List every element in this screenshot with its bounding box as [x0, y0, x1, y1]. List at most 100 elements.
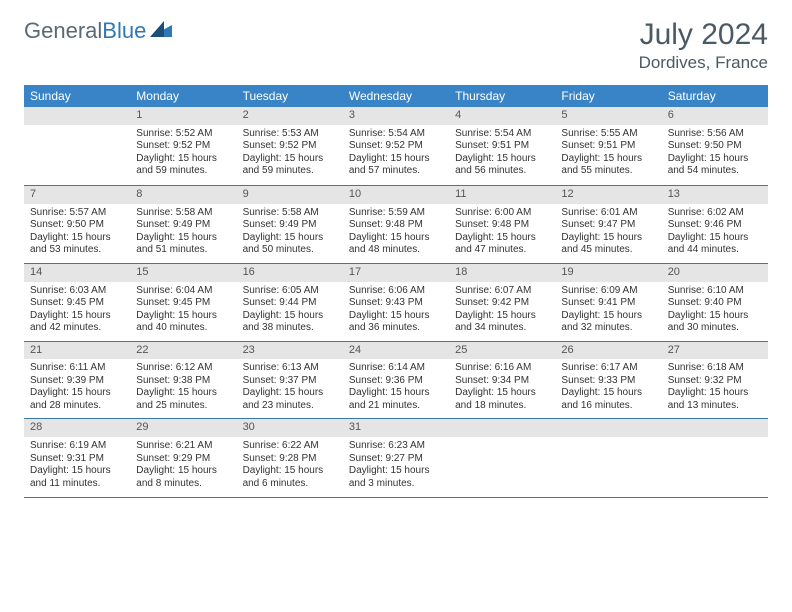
- day-number: 20: [662, 264, 768, 282]
- day-body: Sunrise: 6:00 AMSunset: 9:48 PMDaylight:…: [449, 204, 555, 263]
- sunset-line: Sunset: 9:33 PM: [561, 375, 655, 388]
- sunrise-line: Sunrise: 5:55 AM: [561, 128, 655, 141]
- daylight-line-1: Daylight: 15 hours: [30, 465, 124, 478]
- sunset-line: Sunset: 9:51 PM: [455, 140, 549, 153]
- sunrise-line: Sunrise: 6:21 AM: [136, 440, 230, 453]
- daylight-line-1: Daylight: 15 hours: [136, 310, 230, 323]
- day-body: Sunrise: 6:07 AMSunset: 9:42 PMDaylight:…: [449, 282, 555, 341]
- calendar-cell: [449, 419, 555, 498]
- daylight-line-1: Daylight: 15 hours: [668, 310, 762, 323]
- calendar-cell: 17Sunrise: 6:06 AMSunset: 9:43 PMDayligh…: [343, 263, 449, 341]
- sunset-line: Sunset: 9:52 PM: [349, 140, 443, 153]
- sunset-line: Sunset: 9:49 PM: [136, 219, 230, 232]
- calendar-cell: 1Sunrise: 5:52 AMSunset: 9:52 PMDaylight…: [130, 107, 236, 186]
- daylight-line-2: and 34 minutes.: [455, 322, 549, 335]
- empty-daybody: [662, 437, 768, 497]
- day-number: 24: [343, 342, 449, 360]
- day-number: 13: [662, 186, 768, 204]
- day-number: 17: [343, 264, 449, 282]
- logo-part2: Blue: [102, 18, 146, 43]
- calendar-cell: 15Sunrise: 6:04 AMSunset: 9:45 PMDayligh…: [130, 263, 236, 341]
- calendar-row: 28Sunrise: 6:19 AMSunset: 9:31 PMDayligh…: [24, 419, 768, 498]
- empty-daybody: [449, 437, 555, 497]
- daylight-line-2: and 50 minutes.: [243, 244, 337, 257]
- sunset-line: Sunset: 9:28 PM: [243, 453, 337, 466]
- daylight-line-2: and 3 minutes.: [349, 478, 443, 491]
- sunrise-line: Sunrise: 6:09 AM: [561, 285, 655, 298]
- sunrise-line: Sunrise: 6:05 AM: [243, 285, 337, 298]
- calendar-cell: 27Sunrise: 6:18 AMSunset: 9:32 PMDayligh…: [662, 341, 768, 419]
- daylight-line-2: and 40 minutes.: [136, 322, 230, 335]
- sunset-line: Sunset: 9:38 PM: [136, 375, 230, 388]
- day-body: Sunrise: 6:21 AMSunset: 9:29 PMDaylight:…: [130, 437, 236, 496]
- sunset-line: Sunset: 9:34 PM: [455, 375, 549, 388]
- calendar-row: 7Sunrise: 5:57 AMSunset: 9:50 PMDaylight…: [24, 186, 768, 264]
- day-body: Sunrise: 6:18 AMSunset: 9:32 PMDaylight:…: [662, 359, 768, 418]
- sunset-line: Sunset: 9:52 PM: [243, 140, 337, 153]
- sunset-line: Sunset: 9:39 PM: [30, 375, 124, 388]
- day-body: Sunrise: 6:10 AMSunset: 9:40 PMDaylight:…: [662, 282, 768, 341]
- sunset-line: Sunset: 9:45 PM: [136, 297, 230, 310]
- day-body: Sunrise: 6:05 AMSunset: 9:44 PMDaylight:…: [237, 282, 343, 341]
- logo-text: GeneralBlue: [24, 18, 146, 44]
- empty-daybody: [24, 125, 130, 185]
- logo-mark-icon: [150, 21, 172, 42]
- title-block: July 2024 Dordives, France: [639, 18, 768, 73]
- calendar-cell: 19Sunrise: 6:09 AMSunset: 9:41 PMDayligh…: [555, 263, 661, 341]
- daylight-line-2: and 53 minutes.: [30, 244, 124, 257]
- day-number: 12: [555, 186, 661, 204]
- sunset-line: Sunset: 9:31 PM: [30, 453, 124, 466]
- day-number: 23: [237, 342, 343, 360]
- daylight-line-1: Daylight: 15 hours: [349, 310, 443, 323]
- sunrise-line: Sunrise: 6:00 AM: [455, 207, 549, 220]
- calendar-row: 1Sunrise: 5:52 AMSunset: 9:52 PMDaylight…: [24, 107, 768, 186]
- day-number: 27: [662, 342, 768, 360]
- daylight-line-2: and 45 minutes.: [561, 244, 655, 257]
- sunset-line: Sunset: 9:45 PM: [30, 297, 124, 310]
- sunset-line: Sunset: 9:43 PM: [349, 297, 443, 310]
- day-number: 3: [343, 107, 449, 125]
- day-header: Sunday: [24, 85, 130, 107]
- daylight-line-2: and 25 minutes.: [136, 400, 230, 413]
- empty-daynum: [24, 107, 130, 125]
- sunrise-line: Sunrise: 5:56 AM: [668, 128, 762, 141]
- sunrise-line: Sunrise: 6:07 AM: [455, 285, 549, 298]
- daylight-line-2: and 18 minutes.: [455, 400, 549, 413]
- calendar-cell: 3Sunrise: 5:54 AMSunset: 9:52 PMDaylight…: [343, 107, 449, 186]
- sunset-line: Sunset: 9:50 PM: [30, 219, 124, 232]
- day-number: 18: [449, 264, 555, 282]
- daylight-line-2: and 47 minutes.: [455, 244, 549, 257]
- calendar-cell: 12Sunrise: 6:01 AMSunset: 9:47 PMDayligh…: [555, 186, 661, 264]
- day-number: 29: [130, 419, 236, 437]
- calendar-cell: 31Sunrise: 6:23 AMSunset: 9:27 PMDayligh…: [343, 419, 449, 498]
- sunrise-line: Sunrise: 6:23 AM: [349, 440, 443, 453]
- daylight-line-1: Daylight: 15 hours: [30, 310, 124, 323]
- daylight-line-1: Daylight: 15 hours: [243, 387, 337, 400]
- daylight-line-2: and 51 minutes.: [136, 244, 230, 257]
- sunset-line: Sunset: 9:51 PM: [561, 140, 655, 153]
- day-body: Sunrise: 5:53 AMSunset: 9:52 PMDaylight:…: [237, 125, 343, 184]
- sunrise-line: Sunrise: 6:03 AM: [30, 285, 124, 298]
- calendar-cell: 28Sunrise: 6:19 AMSunset: 9:31 PMDayligh…: [24, 419, 130, 498]
- day-number: 6: [662, 107, 768, 125]
- calendar-cell: [662, 419, 768, 498]
- daylight-line-2: and 13 minutes.: [668, 400, 762, 413]
- day-body: Sunrise: 5:55 AMSunset: 9:51 PMDaylight:…: [555, 125, 661, 184]
- calendar-table: Sunday Monday Tuesday Wednesday Thursday…: [24, 85, 768, 498]
- day-body: Sunrise: 6:09 AMSunset: 9:41 PMDaylight:…: [555, 282, 661, 341]
- daylight-line-1: Daylight: 15 hours: [349, 232, 443, 245]
- daylight-line-2: and 30 minutes.: [668, 322, 762, 335]
- daylight-line-2: and 6 minutes.: [243, 478, 337, 491]
- empty-daybody: [555, 437, 661, 497]
- daylight-line-1: Daylight: 15 hours: [561, 310, 655, 323]
- day-body: Sunrise: 5:54 AMSunset: 9:52 PMDaylight:…: [343, 125, 449, 184]
- daylight-line-2: and 16 minutes.: [561, 400, 655, 413]
- daylight-line-1: Daylight: 15 hours: [243, 310, 337, 323]
- daylight-line-2: and 42 minutes.: [30, 322, 124, 335]
- day-number: 4: [449, 107, 555, 125]
- sunrise-line: Sunrise: 5:59 AM: [349, 207, 443, 220]
- day-header: Saturday: [662, 85, 768, 107]
- sunrise-line: Sunrise: 6:13 AM: [243, 362, 337, 375]
- sunset-line: Sunset: 9:27 PM: [349, 453, 443, 466]
- sunrise-line: Sunrise: 6:16 AM: [455, 362, 549, 375]
